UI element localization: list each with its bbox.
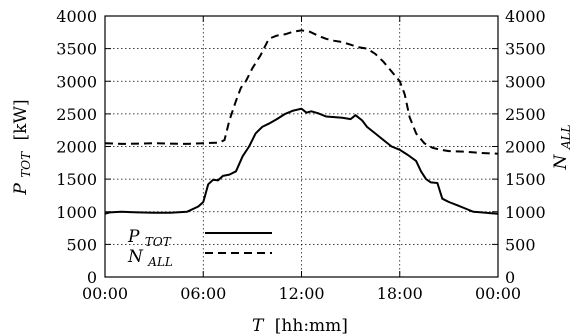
y-axis-left-sub: TOT (19, 151, 33, 178)
legend-ptot-sub: TOT (145, 235, 172, 249)
y-tick-label-right: 4000 (505, 7, 546, 26)
x-tick-label: 00:00 (82, 284, 128, 303)
y-tick-label-right: 2000 (505, 138, 546, 157)
y-axis-right-label: N ALL (551, 125, 573, 171)
x-tick-label: 06:00 (180, 284, 226, 303)
legend-label-ptot: P TOT (127, 227, 172, 249)
y-tick-label-left: 500 (66, 235, 97, 254)
y-tick-label-left: 2500 (56, 105, 97, 124)
y-tick-label-right: 500 (505, 235, 536, 254)
y-tick-label-right: 0 (505, 268, 515, 287)
y-tick-label-left: 0 (87, 268, 97, 287)
y-tick-label-right: 3000 (505, 72, 546, 91)
y-tick-label-left: 1000 (56, 203, 97, 222)
x-axis-symbol: T (252, 316, 265, 335)
legend-nall-symbol: N (127, 247, 144, 267)
y-tick-label-left: 3000 (56, 72, 97, 91)
y-tick-label-right: 3500 (505, 40, 546, 59)
x-tick-label: 18:00 (377, 284, 423, 303)
legend-nall-sub: ALL (147, 255, 173, 269)
x-tick-label: 12:00 (278, 284, 324, 303)
series-line-n-all (104, 29, 499, 155)
y-tick-label-left: 3500 (56, 40, 97, 59)
y-axis-left-unit: [kW] (11, 99, 31, 140)
y-tick-label-right: 2500 (505, 105, 546, 124)
series-line-p-tot (104, 107, 499, 215)
y-axis-right-symbol: N (551, 153, 571, 170)
legend-ptot-symbol: P (127, 227, 140, 247)
x-axis-unit: [hh:mm] (275, 316, 348, 335)
y-axis-left-symbol: P (11, 183, 31, 196)
y-axis-left-label: P TOT [kW] (11, 99, 35, 195)
ticks: 0 500 1000 1500 2000 2500 3000 3500 4000 0 500 1000… (56, 7, 545, 303)
y-tick-label-left: 4000 (56, 7, 97, 26)
x-axis-label: T [hh:mm] (252, 316, 348, 335)
series-layer (104, 29, 499, 215)
y-tick-label-right: 1500 (505, 170, 546, 189)
x-tick-label: 00:00 (475, 284, 521, 303)
legend: P TOT N ALL (127, 227, 272, 269)
y-tick-label-left: 2000 (56, 138, 97, 157)
legend-label-nall: N ALL (127, 247, 173, 269)
y-axis-right-sub: ALL (559, 125, 573, 151)
y-tick-label-left: 1500 (56, 170, 97, 189)
y-tick-label-right: 1000 (505, 203, 546, 222)
